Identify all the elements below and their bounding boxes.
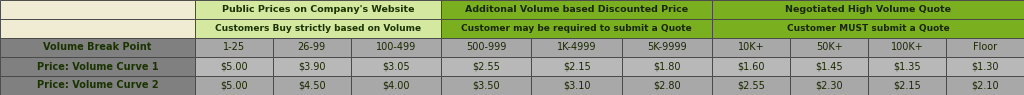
Text: 50K+: 50K+: [816, 42, 843, 52]
Text: $5.00: $5.00: [220, 61, 248, 72]
Text: Volume Break Point: Volume Break Point: [43, 42, 152, 52]
Bar: [0, 38, 195, 57]
Bar: [868, 76, 946, 95]
Text: 1-25: 1-25: [222, 42, 245, 52]
Text: $2.80: $2.80: [653, 80, 681, 91]
Bar: [441, 76, 531, 95]
Bar: [713, 76, 791, 95]
Bar: [946, 57, 1024, 76]
Text: Price: Volume Curve 1: Price: Volume Curve 1: [37, 61, 158, 72]
Bar: [713, 38, 791, 57]
Text: $3.10: $3.10: [563, 80, 591, 91]
Text: Customer MUST submit a Quote: Customer MUST submit a Quote: [786, 24, 949, 33]
Bar: [531, 57, 622, 76]
Text: $5.00: $5.00: [220, 80, 248, 91]
Bar: [713, 57, 791, 76]
Text: 1K-4999: 1K-4999: [557, 42, 596, 52]
Bar: [791, 76, 868, 95]
Bar: [0, 19, 195, 38]
Bar: [350, 57, 441, 76]
Text: Floor: Floor: [973, 42, 997, 52]
Bar: [195, 76, 272, 95]
Text: 26-99: 26-99: [298, 42, 326, 52]
Bar: [272, 57, 350, 76]
Bar: [713, 0, 1024, 19]
Text: Additonal Volume based Discounted Price: Additonal Volume based Discounted Price: [465, 5, 688, 14]
Bar: [531, 76, 622, 95]
Bar: [0, 57, 195, 76]
Bar: [868, 57, 946, 76]
Text: $1.35: $1.35: [893, 61, 921, 72]
Text: $3.50: $3.50: [472, 80, 500, 91]
Bar: [531, 38, 622, 57]
Text: 500-999: 500-999: [466, 42, 507, 52]
Text: $1.60: $1.60: [737, 61, 765, 72]
Text: $2.30: $2.30: [815, 80, 843, 91]
Text: Public Prices on Company's Website: Public Prices on Company's Website: [221, 5, 414, 14]
Text: 5K-9999: 5K-9999: [647, 42, 687, 52]
Text: $2.55: $2.55: [737, 80, 765, 91]
Bar: [791, 38, 868, 57]
Text: 100K+: 100K+: [891, 42, 924, 52]
Bar: [713, 19, 1024, 38]
Bar: [441, 57, 531, 76]
Text: $2.10: $2.10: [971, 80, 998, 91]
Bar: [272, 38, 350, 57]
Bar: [350, 76, 441, 95]
Text: $2.15: $2.15: [563, 61, 591, 72]
Text: $1.30: $1.30: [972, 61, 998, 72]
Bar: [622, 38, 713, 57]
Text: $3.90: $3.90: [298, 61, 326, 72]
Bar: [195, 0, 441, 19]
Text: Negotiated High Volume Quote: Negotiated High Volume Quote: [785, 5, 951, 14]
Bar: [195, 38, 272, 57]
Bar: [195, 19, 441, 38]
Bar: [622, 76, 713, 95]
Text: $4.50: $4.50: [298, 80, 326, 91]
Bar: [791, 57, 868, 76]
Bar: [195, 57, 272, 76]
Text: Customers Buy strictly based on Volume: Customers Buy strictly based on Volume: [215, 24, 421, 33]
Text: $2.15: $2.15: [893, 80, 921, 91]
Text: Price: Volume Curve 2: Price: Volume Curve 2: [37, 80, 158, 91]
Bar: [0, 0, 195, 19]
Bar: [441, 19, 713, 38]
Text: $4.00: $4.00: [382, 80, 410, 91]
Bar: [350, 38, 441, 57]
Bar: [441, 0, 713, 19]
Bar: [272, 76, 350, 95]
Text: Customer may be required to submit a Quote: Customer may be required to submit a Quo…: [462, 24, 692, 33]
Bar: [946, 38, 1024, 57]
Bar: [946, 76, 1024, 95]
Bar: [441, 38, 531, 57]
Bar: [0, 76, 195, 95]
Text: $3.05: $3.05: [382, 61, 410, 72]
Text: $1.45: $1.45: [815, 61, 843, 72]
Text: 100-499: 100-499: [376, 42, 416, 52]
Text: $2.55: $2.55: [472, 61, 500, 72]
Text: $1.80: $1.80: [653, 61, 681, 72]
Bar: [868, 38, 946, 57]
Text: 10K+: 10K+: [738, 42, 765, 52]
Bar: [622, 57, 713, 76]
